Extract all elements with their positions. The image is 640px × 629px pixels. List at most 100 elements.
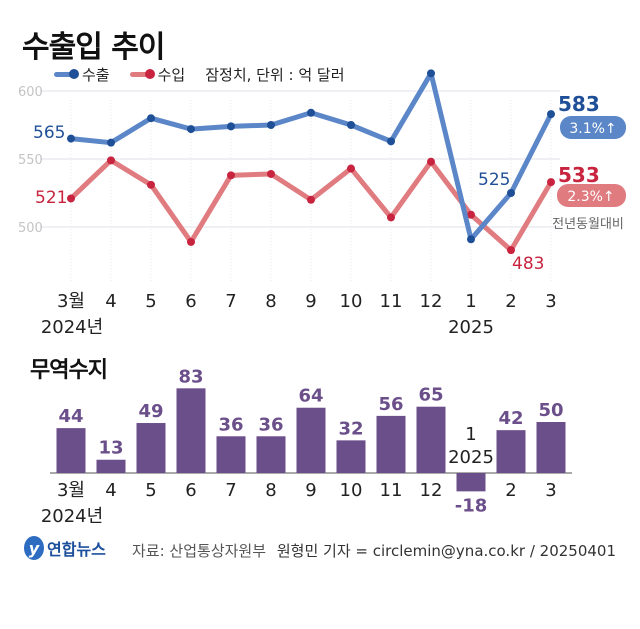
yoy-caption: 전년동월대비: [552, 217, 624, 232]
trade-balance-bar: [96, 459, 126, 473]
legend-import-swatch: [129, 69, 155, 79]
trade-balance-bar: [336, 440, 366, 473]
line-x-tick-label: 12: [420, 291, 443, 312]
export-first-value: 565: [33, 123, 65, 143]
bar-x-tick-label: 7: [225, 480, 236, 501]
export-yoy-text: 3.1%↑: [569, 121, 616, 137]
line-x-tick-label: 1: [465, 291, 476, 312]
import-feb-value: 483: [512, 254, 544, 274]
credit: 원형민 기자 = circlemin@yna.co.kr / 20250401: [276, 542, 616, 560]
export-point: [227, 122, 235, 131]
legend-export-label: 수출: [82, 66, 110, 84]
import-yoy-text: 2.3%↑: [567, 189, 614, 205]
line-x-tick-label: 6: [185, 291, 196, 312]
line-x-tick-label: 10: [340, 291, 363, 312]
bar-x-tick-label: 11: [380, 480, 403, 501]
trade-balance-bar: [416, 406, 446, 473]
bar-x-tick-label: 9: [305, 480, 316, 501]
import-point: [107, 156, 115, 165]
export-point: [427, 69, 435, 78]
bar-x-tick-label: 6: [185, 480, 196, 501]
bar-x-tick-label: 3월: [57, 480, 85, 501]
export-point: [267, 121, 275, 129]
import-point: [467, 210, 475, 219]
source: 자료: 산업통상자원부: [132, 542, 267, 560]
trade-balance-bar: [256, 436, 286, 473]
bar-value-label: 56: [378, 394, 403, 415]
bar-value-label: 50: [538, 400, 563, 421]
bar-value-label: 36: [258, 414, 283, 435]
bar-x-tick-label: 3: [545, 480, 556, 501]
bar-value-label: 49: [138, 401, 163, 422]
trade-balance-bar: [376, 415, 406, 473]
export-feb-value: 525: [478, 170, 510, 190]
line-year-label-2024: 2024년: [41, 317, 103, 338]
import-first-value: 521: [35, 188, 67, 208]
bar-value-label: 83: [178, 366, 203, 387]
import-point: [67, 194, 75, 203]
export-point: [387, 137, 395, 146]
export-point: [107, 138, 115, 147]
line-x-tick-label: 11: [380, 291, 403, 312]
bar-value-label: 44: [58, 406, 83, 427]
bar-x-tick-label: 2: [505, 480, 516, 501]
export-point: [147, 114, 155, 123]
y-tick-label: 600: [18, 85, 43, 100]
legend-import-label: 수입: [157, 66, 186, 84]
logo: y 연합뉴스: [24, 536, 106, 560]
import-point: [547, 178, 555, 187]
import-point: [387, 213, 395, 222]
yonhap-logo-icon: y: [24, 536, 44, 560]
trade-balance-bar: [216, 436, 246, 473]
y-tick-label: 500: [18, 221, 43, 236]
line-x-tick-label: 4: [105, 291, 116, 312]
bar-x-tick-label: 8: [265, 480, 276, 501]
line-x-tick-label: 9: [305, 291, 316, 312]
trade-balance-bar: [56, 428, 86, 473]
bar-x-tick-label: 1: [465, 424, 476, 445]
bar-value-label: 64: [298, 386, 323, 407]
import-point: [307, 195, 315, 204]
bar-value-label: 36: [218, 414, 243, 435]
trade-balance-title: 무역수지: [30, 358, 108, 383]
trade-balance-bar: [296, 407, 326, 473]
import-point: [427, 157, 435, 166]
export-point: [507, 189, 515, 197]
y-tick-label: 550: [18, 153, 43, 168]
line-x-tick-label: 2: [505, 291, 516, 312]
export-point: [187, 125, 195, 134]
trade-balance-bar: [536, 422, 566, 473]
line-x-tick-label: 8: [265, 291, 276, 312]
import-point: [347, 164, 355, 173]
export-point: [467, 235, 475, 244]
export-point: [547, 110, 555, 119]
import-point: [147, 180, 155, 189]
export-point: [347, 121, 355, 129]
export-yoy-badge: [560, 116, 626, 139]
bar-value-label: -18: [455, 495, 488, 516]
bar-value-label: 13: [98, 438, 123, 459]
bar-value-label: 65: [418, 385, 443, 406]
bar-x-tick-label: 12: [420, 480, 443, 501]
chart-title: 수출입 추이: [22, 30, 165, 65]
legend: 수출 수입 잠정치, 단위 : 억 달러: [54, 64, 345, 85]
export-point: [307, 108, 315, 117]
unit-note: 잠정치, 단위 : 억 달러: [205, 66, 345, 84]
import-point: [227, 171, 235, 180]
bar-value-label: 32: [338, 418, 363, 439]
bar-x-tick-label: 4: [105, 480, 116, 501]
import-point: [267, 169, 275, 178]
trade-balance-bar: [496, 430, 526, 473]
export-last-value: 583: [558, 92, 600, 116]
bar-year-label-2024: 2024년: [41, 506, 103, 527]
import-last-value: 533: [558, 163, 600, 187]
bar-x-tick-label: 5: [145, 480, 156, 501]
line-x-tick-label: 7: [225, 291, 236, 312]
import-point: [507, 246, 515, 255]
line-x-tick-label: 3: [545, 291, 556, 312]
legend-export-swatch: [54, 69, 79, 79]
export-point: [67, 134, 75, 143]
import-point: [187, 237, 195, 246]
trade-balance-bar: [136, 423, 166, 473]
